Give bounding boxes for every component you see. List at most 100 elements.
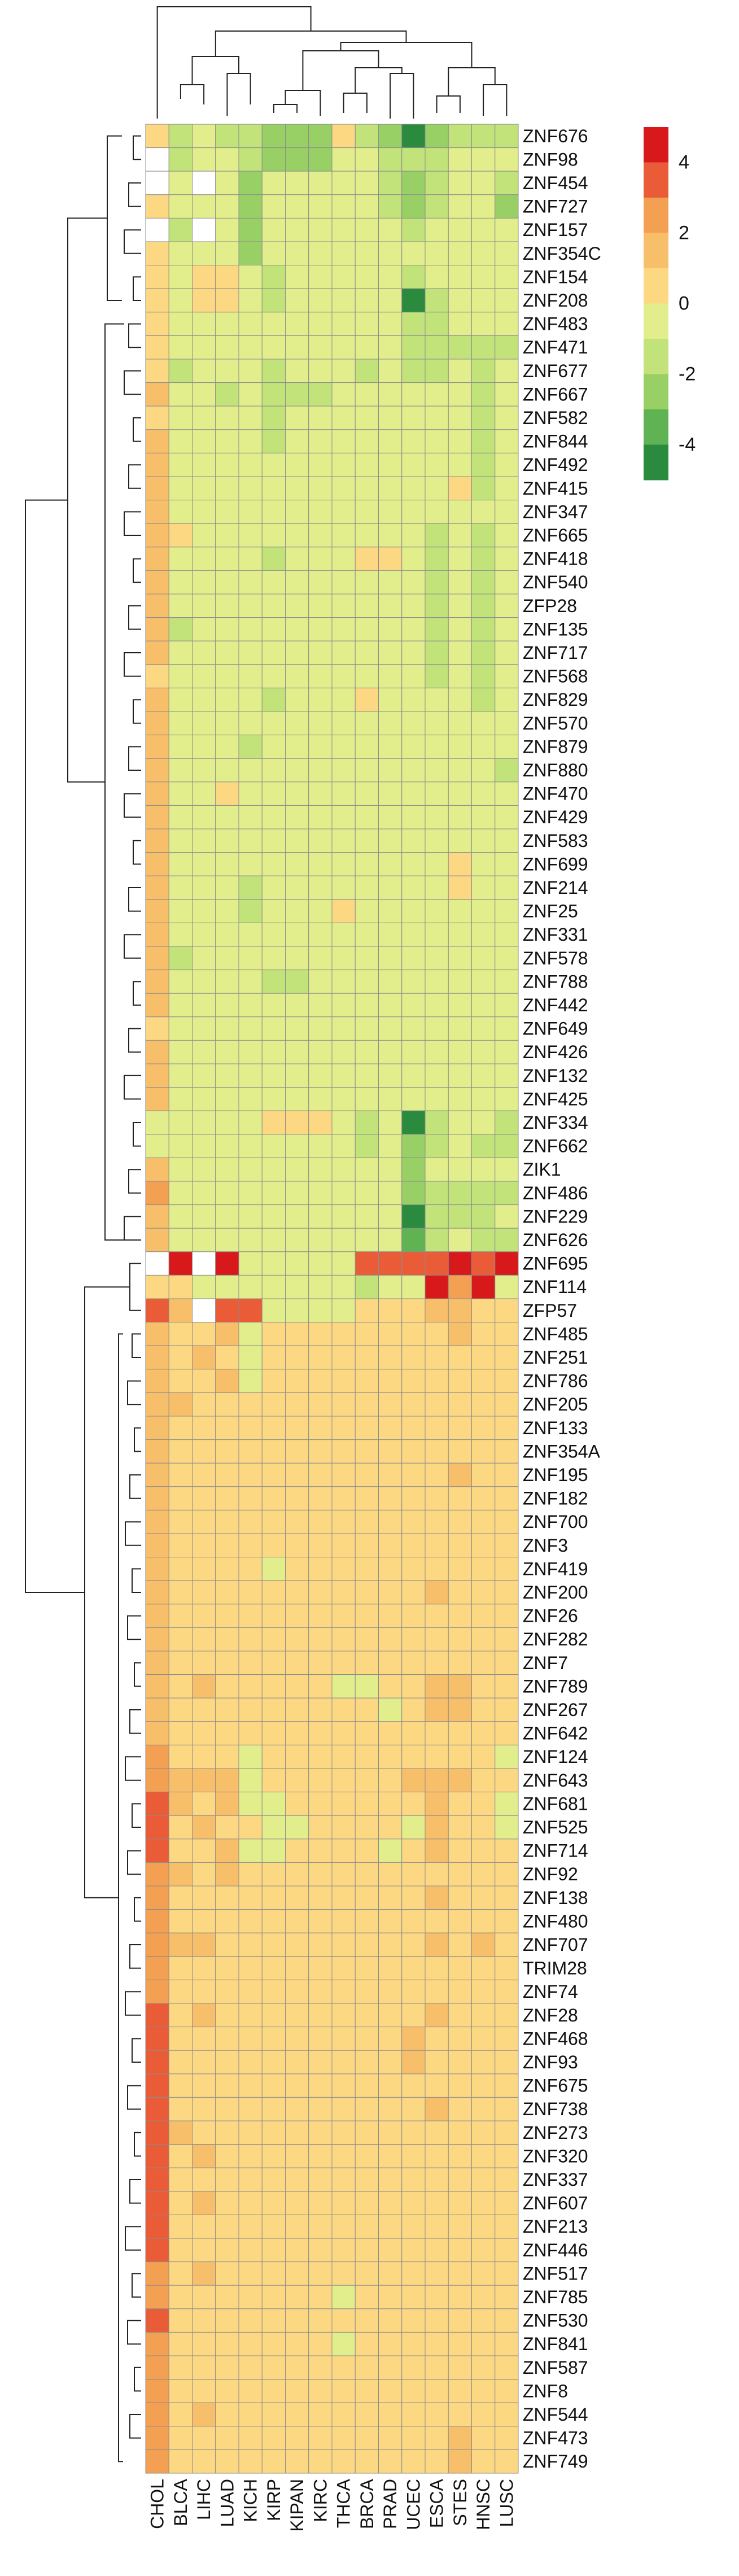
heatmap-cell [192, 2120, 216, 2145]
heatmap-cell [238, 1040, 263, 1064]
heatmap-cell [495, 2332, 519, 2356]
heatmap-cell [425, 711, 449, 736]
row-dendrogram-link [124, 934, 141, 959]
heatmap-cell [355, 1979, 379, 2004]
heatmap-cell [378, 1392, 403, 1417]
heatmap-cell [471, 1956, 496, 1980]
heatmap-cell [238, 1157, 263, 1182]
heatmap-cell [261, 899, 286, 923]
heatmap-cell [285, 1557, 309, 1581]
heatmap-cell [331, 1251, 356, 1276]
row-label: ZNF727 [523, 197, 588, 217]
row-dendrogram-link [127, 1615, 141, 1640]
row-dendrogram-link [133, 276, 141, 301]
heatmap-cell [355, 593, 379, 618]
heatmap-cell [192, 1462, 216, 1487]
heatmap-cell [401, 1580, 426, 1605]
heatmap-cell [261, 523, 286, 548]
heatmap-cell [448, 1721, 472, 1745]
row-label: ZNF214 [523, 877, 588, 898]
heatmap-cell [215, 993, 239, 1018]
column-labels: CHOL BLCA LIHC LUAD KICH KIRP KIPAN KIRC THCA BRC… [147, 2478, 517, 2531]
heatmap-cell [355, 570, 379, 595]
row-label: ZNF3 [523, 1535, 568, 1556]
heatmap-cell [448, 1134, 472, 1158]
heatmap-cell [355, 2050, 379, 2075]
heatmap-cell [471, 523, 496, 548]
row-dendrogram-link [132, 2273, 141, 2298]
heatmap-cell [192, 359, 216, 383]
heatmap-cell [331, 2167, 356, 2192]
heatmap-cell [168, 570, 193, 595]
row-label: ZNF205 [523, 1394, 588, 1414]
heatmap-cell [425, 1768, 449, 1793]
heatmap-cell [192, 2261, 216, 2286]
heatmap-cell [448, 2003, 472, 2028]
column-dendrogram-link [156, 6, 312, 119]
heatmap-cell [238, 593, 263, 618]
heatmap-cell [448, 1604, 472, 1628]
heatmap-cell [355, 1274, 379, 1299]
heatmap-cell [238, 547, 263, 571]
heatmap-cell [192, 382, 216, 407]
heatmap-cell [401, 593, 426, 618]
row-label: ZNF133 [523, 1418, 588, 1438]
heatmap-cell [192, 2308, 216, 2333]
heatmap-cell [425, 970, 449, 994]
heatmap-cell [471, 1721, 496, 1745]
heatmap-cell [355, 312, 379, 336]
heatmap-cell [261, 1697, 286, 1722]
heatmap-cell [168, 1509, 193, 1534]
heatmap-cell [215, 2426, 239, 2450]
heatmap-cell [355, 1228, 379, 1252]
heatmap-cell [168, 1744, 193, 1769]
row-label: ZNF124 [523, 1747, 588, 1767]
heatmap-cell [471, 2073, 496, 2098]
heatmap-cell [192, 2355, 216, 2380]
heatmap-cell [285, 1533, 309, 1558]
heatmap-cell [261, 781, 286, 806]
heatmap-cell [145, 1298, 169, 1323]
heatmap-cell [192, 1274, 216, 1299]
heatmap-cell [261, 735, 286, 759]
heatmap-cell [401, 476, 426, 501]
heatmap-cell [331, 2097, 356, 2121]
heatmap-cell [238, 124, 263, 149]
heatmap-cell [238, 312, 263, 336]
heatmap-cell [448, 922, 472, 947]
heatmap-cell [192, 1157, 216, 1182]
heatmap-cell [471, 593, 496, 618]
heatmap-cell [401, 1110, 426, 1135]
heatmap-cell [285, 1063, 309, 1088]
heatmap-cell [238, 1909, 263, 1933]
heatmap-cell [331, 1533, 356, 1558]
heatmap-cell [308, 265, 333, 289]
heatmap-cell [378, 2426, 403, 2450]
heatmap-cell [378, 593, 403, 618]
heatmap-cell [215, 899, 239, 923]
heatmap-cell [378, 875, 403, 900]
heatmap-cell [471, 2308, 496, 2333]
heatmap-cell [285, 2050, 309, 2075]
heatmap-cell [285, 452, 309, 477]
heatmap-cell [401, 970, 426, 994]
column-dendrogram-link [191, 56, 239, 85]
column-label: THCA [334, 2478, 354, 2528]
heatmap-cell [145, 899, 169, 923]
heatmap-cell [495, 1509, 519, 1534]
heatmap-cell [285, 758, 309, 783]
heatmap-cell [378, 1204, 403, 1229]
heatmap-cell [331, 1016, 356, 1041]
heatmap-cell [308, 288, 333, 313]
heatmap-cell [331, 2050, 356, 2075]
heatmap-cell [355, 1134, 379, 1158]
heatmap-cell [238, 1839, 263, 1863]
heatmap-cell [215, 1439, 239, 1464]
heatmap-cell [378, 194, 403, 219]
heatmap-cell [168, 1580, 193, 1605]
row-label: ZNF583 [523, 831, 588, 851]
heatmap-cell [355, 2214, 379, 2239]
heatmap-cell [471, 970, 496, 994]
heatmap-cell [448, 664, 472, 688]
heatmap-cell [378, 1274, 403, 1299]
